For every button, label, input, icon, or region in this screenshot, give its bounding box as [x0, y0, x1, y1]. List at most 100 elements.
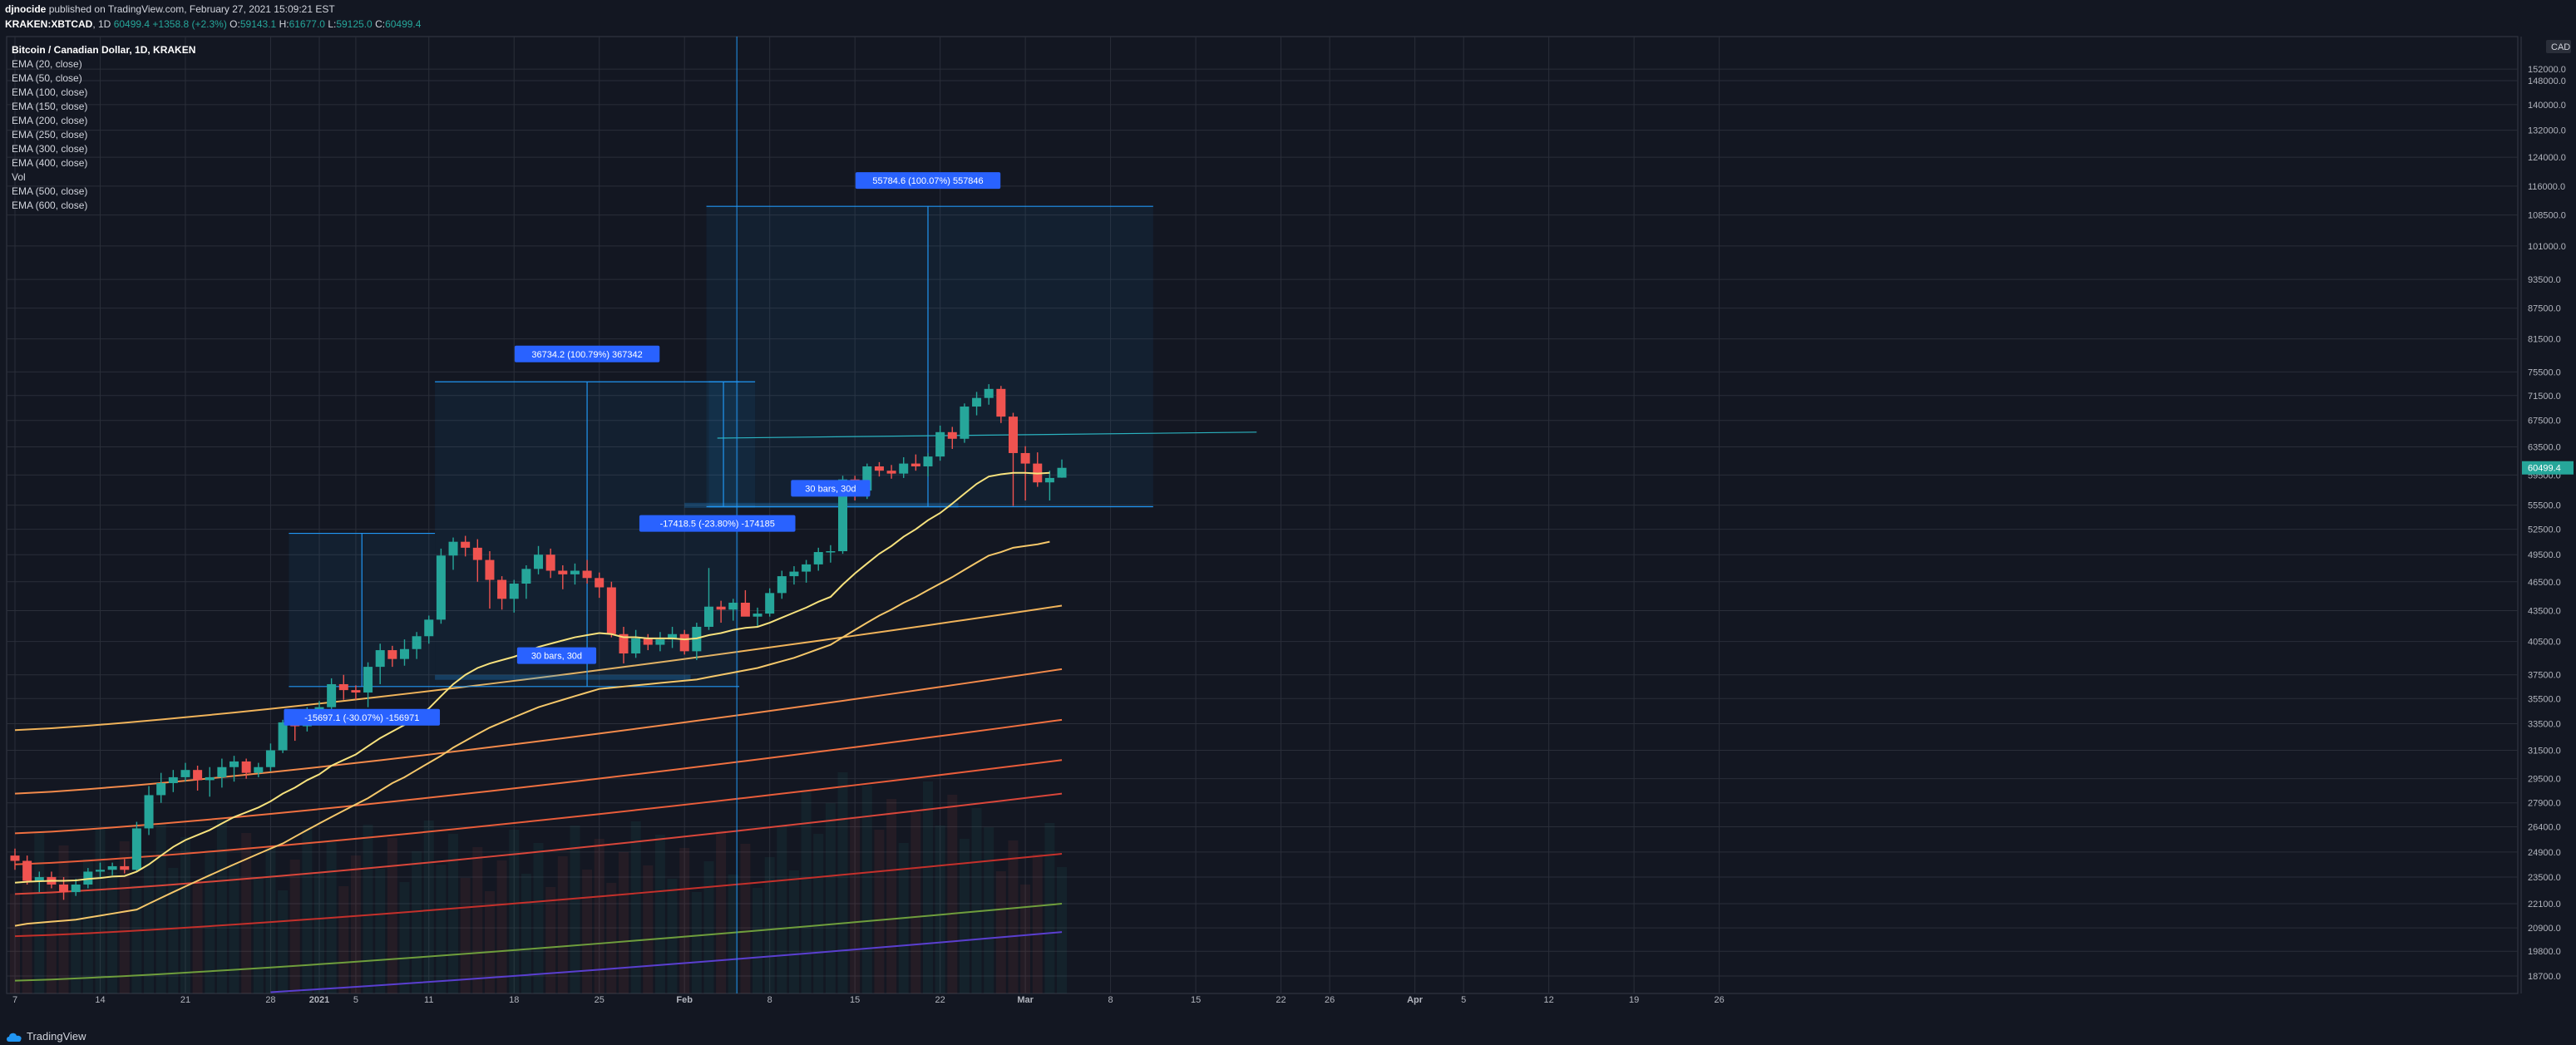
x-tick-label: 28 — [265, 995, 275, 1005]
volume-bar — [484, 891, 495, 993]
candle-body — [278, 722, 288, 751]
volume-bar — [350, 855, 361, 993]
legend-item-7[interactable]: EMA (400, close) — [12, 157, 88, 169]
y-tick-label: 35500.0 — [2528, 694, 2561, 704]
candle-body — [935, 431, 945, 457]
candle-body — [156, 782, 166, 796]
candle-body — [668, 633, 678, 640]
indicator-legend: Bitcoin / Canadian Dollar, 1D, KRAKEN EM… — [12, 43, 195, 213]
y-tick-label: 23500.0 — [2528, 873, 2561, 883]
candle-body — [765, 593, 775, 614]
candle-body — [327, 683, 337, 707]
legend-item-9[interactable]: EMA (500, close) — [12, 185, 88, 197]
volume-bar — [861, 786, 872, 993]
x-tick-label: Feb — [676, 995, 693, 1005]
legend-item-3[interactable]: EMA (150, close) — [12, 101, 88, 112]
close-label: C: — [375, 18, 386, 30]
publish-line: djnocide published on TradingView.com, F… — [5, 3, 335, 15]
y-tick-label: 18700.0 — [2528, 972, 2561, 982]
candle-body — [83, 871, 93, 885]
candle-body — [655, 639, 665, 645]
currency-badge — [2546, 40, 2571, 53]
y-tick-label: 20900.0 — [2528, 924, 2561, 934]
candle-body — [95, 870, 105, 872]
candle-body — [448, 541, 458, 556]
y-tick-label: 81500.0 — [2528, 335, 2561, 345]
volume-bar — [216, 820, 227, 993]
candle-body — [947, 431, 957, 439]
candle-body — [254, 766, 264, 773]
candle-body — [205, 776, 215, 781]
volume-bar — [423, 821, 434, 993]
volume-bar — [289, 860, 300, 993]
volume-bar — [788, 870, 799, 993]
legend-item-10[interactable]: EMA (600, close) — [12, 200, 88, 211]
legend-title: Bitcoin / Canadian Dollar, 1D, KRAKEN — [12, 44, 196, 56]
legend-item-0[interactable]: EMA (20, close) — [12, 58, 82, 70]
legend-item-8[interactable]: Vol — [12, 171, 26, 183]
volume-bar — [947, 795, 958, 993]
volume-bar — [338, 886, 349, 993]
candle-body — [22, 860, 32, 881]
measure-1-label: -15697.1 (-30.07%) -156971 — [304, 713, 419, 723]
last-price: 60499.4 — [113, 18, 151, 30]
volume-bar — [168, 868, 179, 993]
volume-bar — [837, 772, 848, 993]
currency-label: CAD — [2551, 42, 2570, 52]
candle-body — [521, 569, 531, 584]
candle-body — [862, 466, 872, 491]
volume-bar — [971, 808, 982, 993]
price-change: +1358.8 (+2.3%) — [152, 18, 227, 30]
candle-body — [217, 766, 227, 777]
close-value: 60499.4 — [385, 18, 422, 30]
author-name[interactable]: djnocide — [5, 3, 47, 15]
tradingview-logo[interactable]: TradingView — [5, 1030, 86, 1043]
ema-line-1 — [14, 668, 1063, 795]
candle-body — [923, 456, 933, 467]
y-tick-label: 71500.0 — [2528, 392, 2561, 402]
candle-body — [570, 570, 580, 574]
range-2-label: 30 bars, 30d — [805, 484, 856, 494]
legend-item-6[interactable]: EMA (300, close) — [12, 143, 88, 155]
volume-bar — [619, 852, 629, 993]
y-tick-label: 46500.0 — [2528, 578, 2561, 588]
volume-bar — [155, 824, 166, 993]
y-tick-label: 22100.0 — [2528, 900, 2561, 909]
volume-bar — [229, 864, 239, 993]
candle-body — [960, 407, 970, 439]
candle-body — [144, 795, 154, 829]
legend-item-2[interactable]: EMA (100, close) — [12, 86, 88, 98]
candle-body — [265, 750, 275, 767]
volume-bar — [436, 865, 447, 993]
candle-body — [412, 636, 422, 649]
x-tick-label: Mar — [1017, 995, 1034, 1005]
legend-item-4[interactable]: EMA (200, close) — [12, 115, 88, 126]
volume-bar — [1044, 823, 1055, 993]
candle-body — [826, 551, 836, 553]
candle-body — [753, 614, 762, 617]
volume-bar — [1032, 854, 1043, 993]
candle-body — [899, 463, 909, 474]
volume-bar — [144, 855, 155, 993]
x-tick-label: 15 — [850, 995, 860, 1005]
legend-item-1[interactable]: EMA (50, close) — [12, 72, 82, 84]
volume-bar — [716, 831, 727, 993]
candle-body — [631, 638, 641, 654]
volume-bar — [582, 870, 593, 993]
volume-bar — [375, 869, 386, 993]
volume-bar — [1057, 867, 1068, 993]
x-tick-label: 25 — [595, 995, 605, 1005]
x-tick-label: 8 — [1108, 995, 1113, 1005]
y-tick-label: 152000.0 — [2528, 65, 2566, 75]
footer-bar: TradingView — [0, 1028, 2576, 1045]
volume-bar — [509, 830, 520, 993]
measure-2-label-bg — [514, 345, 660, 362]
measure-4-label-bg — [855, 172, 1001, 190]
y-tick-label: 49500.0 — [2528, 550, 2561, 560]
candle-body — [619, 633, 629, 654]
volume-bar — [764, 857, 775, 993]
volume-bar — [570, 826, 580, 993]
legend-item-5[interactable]: EMA (250, close) — [12, 129, 88, 140]
tradingview-cloud-icon — [7, 1033, 22, 1042]
